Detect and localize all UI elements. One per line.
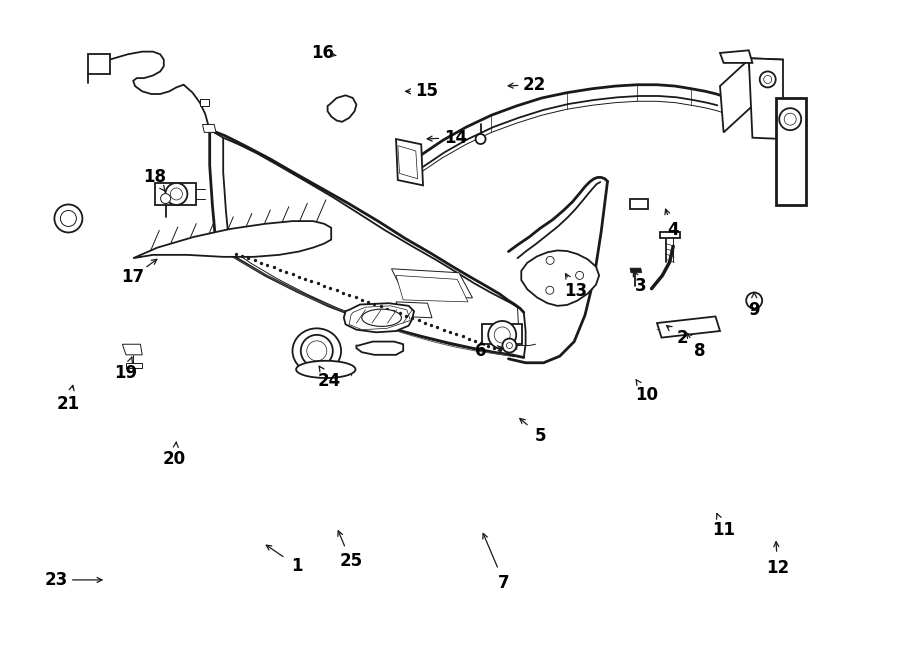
Polygon shape [396,139,423,185]
Text: 18: 18 [143,168,166,187]
Text: 17: 17 [122,267,145,286]
Circle shape [746,293,762,308]
Text: 13: 13 [564,282,588,301]
Text: 7: 7 [499,573,509,592]
Circle shape [546,256,554,264]
Text: 3: 3 [635,277,646,295]
Text: 23: 23 [44,571,68,589]
Circle shape [488,321,517,349]
Polygon shape [200,99,209,106]
Ellipse shape [292,328,341,373]
Circle shape [54,205,83,232]
Text: 12: 12 [766,559,789,577]
Polygon shape [630,268,642,273]
Polygon shape [396,302,432,318]
Polygon shape [344,303,414,332]
Circle shape [545,286,554,294]
Text: 15: 15 [415,82,438,101]
Circle shape [301,335,333,367]
Polygon shape [396,275,468,302]
Text: 25: 25 [339,552,363,571]
Text: 24: 24 [318,372,341,391]
Polygon shape [356,342,403,355]
Circle shape [170,188,183,200]
Polygon shape [202,124,216,132]
Text: 10: 10 [634,385,658,404]
Circle shape [784,113,796,125]
Polygon shape [122,344,142,355]
Polygon shape [657,316,720,338]
Circle shape [475,134,486,144]
Polygon shape [776,98,806,205]
Polygon shape [349,306,410,330]
Polygon shape [88,54,110,74]
Circle shape [307,341,327,361]
Polygon shape [328,95,356,122]
Text: 4: 4 [668,221,679,240]
Circle shape [160,193,171,204]
Text: 19: 19 [114,364,138,383]
Circle shape [764,75,771,83]
Polygon shape [126,363,142,368]
Polygon shape [482,324,522,344]
Text: 16: 16 [310,44,334,62]
Text: 9: 9 [749,301,760,319]
Circle shape [779,108,801,130]
Text: 14: 14 [444,128,467,147]
Ellipse shape [296,361,356,378]
Polygon shape [398,146,418,179]
Circle shape [494,327,510,343]
Text: 1: 1 [292,557,302,575]
Polygon shape [155,183,196,205]
Text: 8: 8 [695,342,706,360]
Polygon shape [660,232,680,238]
Polygon shape [133,221,331,258]
Polygon shape [749,58,783,139]
Text: 5: 5 [535,426,545,445]
Circle shape [502,338,517,353]
Text: 22: 22 [523,75,546,94]
Circle shape [576,271,583,279]
Circle shape [166,183,187,205]
Polygon shape [392,269,472,298]
Circle shape [507,342,512,349]
Polygon shape [521,250,599,306]
Text: 20: 20 [163,450,186,469]
Polygon shape [720,60,752,132]
Text: 21: 21 [57,395,80,413]
Text: 2: 2 [677,328,688,347]
Polygon shape [630,199,648,209]
Text: 6: 6 [475,342,486,360]
Circle shape [760,71,776,87]
Circle shape [60,211,76,226]
Text: 11: 11 [712,520,735,539]
Polygon shape [720,50,752,63]
Ellipse shape [362,309,401,326]
